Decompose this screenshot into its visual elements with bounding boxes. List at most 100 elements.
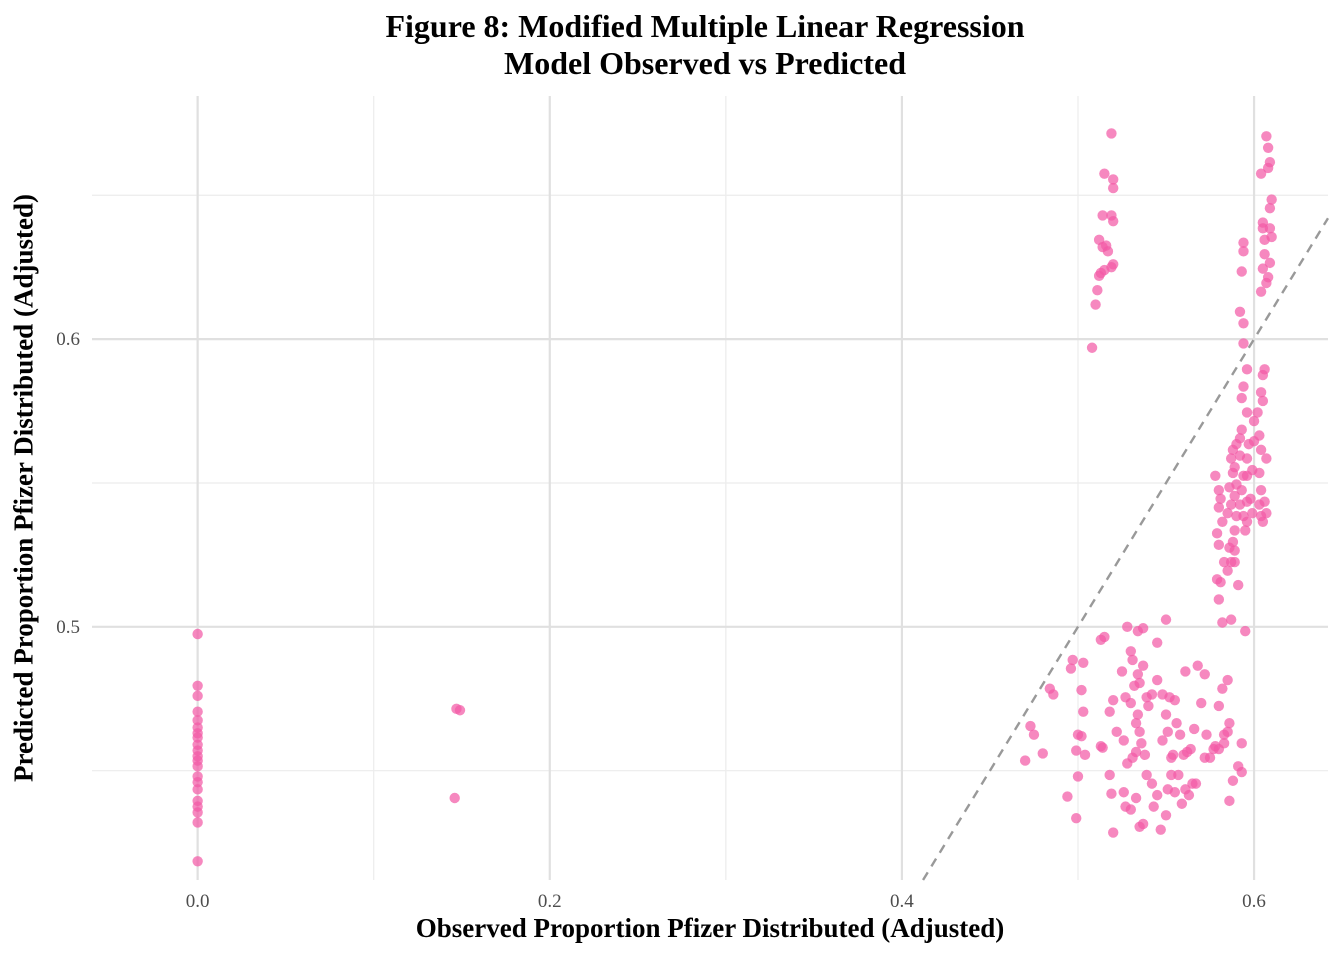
data-point <box>449 792 460 804</box>
data-point <box>1019 755 1031 766</box>
data-point <box>454 705 466 716</box>
data-point <box>1233 761 1244 772</box>
data-point <box>1222 674 1233 686</box>
data-point <box>1227 536 1239 548</box>
data-point <box>1255 168 1267 179</box>
reference-line-layer <box>922 217 1330 881</box>
data-point <box>1259 496 1270 507</box>
data-point <box>1102 246 1114 257</box>
data-point <box>1190 778 1202 789</box>
data-point <box>1238 237 1249 248</box>
major-gridlines <box>92 96 1328 880</box>
data-point <box>1048 689 1059 700</box>
data-point <box>1099 631 1110 643</box>
data-point <box>1111 726 1122 738</box>
data-point <box>1259 364 1270 375</box>
data-point <box>1132 709 1144 720</box>
data-point <box>1236 424 1247 435</box>
data-point <box>1152 674 1163 686</box>
data-point <box>1067 654 1078 666</box>
data-point <box>1225 614 1237 625</box>
data-point <box>1222 507 1233 519</box>
data-point <box>1224 718 1235 729</box>
data-point <box>1072 771 1084 782</box>
data-point <box>1257 516 1269 528</box>
data-point <box>1141 769 1152 781</box>
data-point <box>192 807 203 818</box>
data-point <box>1257 263 1269 274</box>
data-point <box>1236 266 1247 277</box>
data-point <box>1236 392 1247 404</box>
data-point <box>1264 223 1276 234</box>
data-point <box>1222 726 1233 738</box>
data-point <box>1152 637 1163 648</box>
data-point <box>1176 798 1188 809</box>
data-point <box>1211 528 1223 539</box>
data-point <box>1097 742 1108 753</box>
data-point <box>1086 342 1098 353</box>
data-point <box>1217 617 1228 628</box>
data-point <box>1107 215 1119 227</box>
x-tick-label: 0.2 <box>538 891 562 912</box>
data-point <box>1092 285 1103 296</box>
data-point <box>1229 545 1240 556</box>
data-point <box>1224 795 1235 807</box>
data-point <box>192 817 203 828</box>
data-point <box>1078 706 1089 717</box>
data-point <box>1234 433 1246 444</box>
data-point <box>1264 203 1276 214</box>
data-point <box>1238 246 1249 257</box>
data-point <box>1099 168 1110 179</box>
data-point <box>1162 726 1173 738</box>
data-point <box>1104 706 1115 717</box>
data-point <box>1241 516 1253 528</box>
data-point <box>1213 502 1225 513</box>
data-point <box>1255 286 1267 297</box>
data-point <box>1146 778 1158 789</box>
x-axis-label: Observed Proportion Pfizer Distributed (… <box>415 913 1005 943</box>
data-point <box>1252 407 1263 418</box>
data-point <box>1192 660 1203 671</box>
data-point <box>192 706 203 717</box>
data-point <box>1247 507 1258 519</box>
data-point <box>1079 749 1091 761</box>
data-point <box>1199 669 1210 680</box>
data-point <box>1225 453 1237 464</box>
x-tick-label: 0.0 <box>186 891 210 912</box>
data-point <box>1210 470 1221 481</box>
data-point <box>1238 338 1249 349</box>
data-point <box>1218 738 1230 749</box>
data-point <box>192 690 203 702</box>
data-point <box>1157 735 1168 746</box>
data-point <box>1188 723 1200 735</box>
data-point <box>192 776 203 788</box>
data-point <box>1266 231 1277 243</box>
data-point <box>1236 738 1247 749</box>
data-point <box>1166 752 1177 763</box>
data-point <box>1078 657 1089 668</box>
data-point <box>1185 743 1196 755</box>
chart-title-line-1: Figure 8: Modified Multiple Linear Regre… <box>385 8 1025 44</box>
data-point <box>1107 694 1119 706</box>
data-point <box>1211 574 1223 585</box>
data-point <box>192 856 203 867</box>
data-point <box>1266 194 1277 205</box>
data-point <box>1130 718 1142 729</box>
data-point <box>1122 621 1133 633</box>
data-point <box>1259 249 1270 260</box>
chart-title-line-2: Model Observed vs Predicted <box>503 45 906 81</box>
data-point <box>1148 801 1159 812</box>
data-point <box>1180 666 1191 677</box>
data-point <box>1171 718 1182 729</box>
data-point <box>1104 769 1115 781</box>
data-point <box>1234 306 1246 317</box>
data-point <box>1254 430 1265 441</box>
data-point <box>1240 625 1251 637</box>
data-point <box>1173 769 1184 781</box>
x-tick-label: 0.4 <box>890 891 914 912</box>
data-point <box>1160 709 1172 720</box>
data-point <box>1183 789 1195 801</box>
data-point <box>1071 812 1082 824</box>
data-point <box>1137 660 1149 671</box>
data-point <box>1125 646 1137 657</box>
